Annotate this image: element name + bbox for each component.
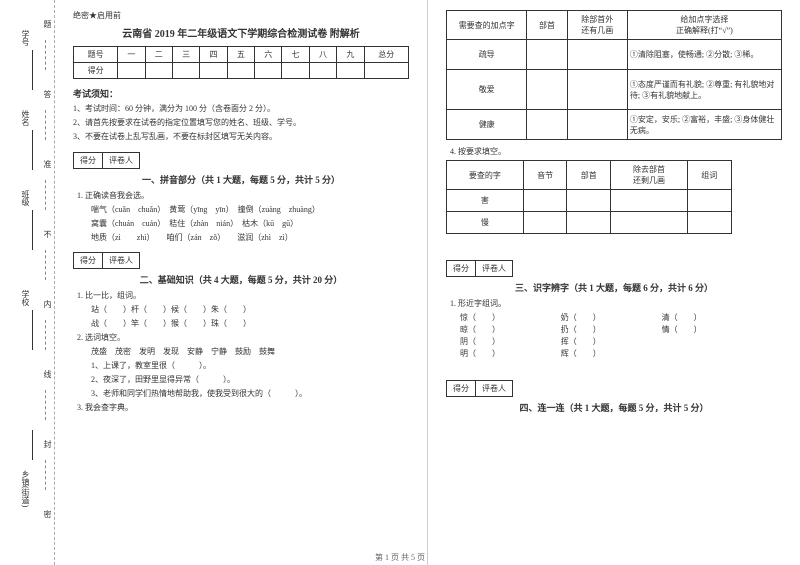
notice-item: 3、不要在试卷上乱写乱画，不要在标封区填写无关内容。 — [73, 131, 409, 142]
fill-item: 1、上课了，教室里很（ ）。 — [73, 360, 409, 372]
seal-marker: 答 — [42, 90, 53, 98]
question: 1. 正确读音我会选。 — [73, 190, 409, 202]
notice-title: 考试须知： — [73, 87, 409, 100]
pinyin-line: 地质（zì zhì） 咱们（zán zǒ） 滋润（zhì zì） — [73, 232, 409, 244]
notice-item: 2、请首先按要求在试卷的指定位置填写您的姓名、班级、学号。 — [73, 117, 409, 128]
seal-marker: 密 — [42, 510, 53, 518]
seal-marker: 准 — [42, 160, 53, 168]
gutter-label: 姓名 — [20, 110, 31, 126]
fill-item: 3、老师和同学们热情地帮助我，使我受到很大的（ ）。 — [73, 388, 409, 400]
left-column: 绝密★启用前 云南省 2019 年二年级语文下学期综合检测试卷 附解析 题号 一… — [55, 0, 428, 565]
page-footer: 第 1 页 共 5 页 — [0, 552, 800, 563]
question: 2. 选词填空。 — [73, 332, 409, 344]
gutter-line — [32, 210, 33, 250]
binding-gutter: 学号 姓名 班级 学校 乡镇(街道) 题 答 准 不 内 线 封 密 — [0, 0, 55, 565]
exam-page: 学号 姓名 班级 学校 乡镇(街道) 题 答 准 不 内 线 封 密 绝密★启用… — [0, 0, 800, 565]
near-char-table: 惊（ ）奶（ ）清（ ） 晾（ ）扔（ ）情（ ） 阴（ ）挥（ ） 明（ ）辉… — [456, 312, 758, 360]
score-row-label: 得分 — [74, 63, 118, 79]
question: 1. 形近字组词。 — [446, 298, 782, 310]
section-title: 二、基础知识（共 4 大题，每题 5 分，共计 20 分） — [73, 273, 409, 286]
seal-marker: 内 — [42, 300, 53, 308]
section-title: 三、识字辨字（共 1 大题，每题 6 分，共计 6 分） — [446, 281, 782, 294]
pinyin-line: 窝囊（chuán cuán） 秸住（zhàn nián） 枯木（kū gū） — [73, 218, 409, 230]
scorebox: 得分 评卷人 — [446, 260, 513, 277]
scorebox-cell: 得分 — [74, 153, 103, 168]
exam-title: 云南省 2019 年二年级语文下学期综合检测试卷 附解析 — [73, 25, 409, 40]
gutter-label: 学校 — [20, 290, 31, 306]
question: 1. 比一比，组词。 — [73, 290, 409, 302]
lookup-table: 要查的字 音节 部首 除去部首 还剩几画 组词 害 慢 — [446, 160, 732, 234]
scorebox: 得分 评卷人 — [73, 252, 140, 269]
score-header-table: 题号 一 二 三 四 五 六 七 八 九 总分 得分 — [73, 46, 409, 79]
gutter-line — [32, 130, 33, 170]
seal-marker: 线 — [42, 370, 53, 378]
seal-marker: 不 — [42, 230, 53, 238]
scorebox-cell: 评卷人 — [103, 153, 139, 168]
section-title: 四、连一连（共 1 大题，每题 5 分，共计 5 分） — [446, 401, 782, 414]
right-column: 需要查的加点字 部首 除部首外 还有几画 给加点字选择 正确解释(打“√”) 疏… — [428, 0, 800, 565]
question: 3. 我会查字典。 — [73, 402, 409, 414]
section-title: 一、拼音部分（共 1 大题，每题 5 分，共计 5 分） — [73, 173, 409, 186]
notice-item: 1、考试时间：60 分钟，满分为 100 分（含卷面分 2 分）。 — [73, 103, 409, 114]
word-pair: 站（ ）杆（ ）候（ ）朱（ ） — [73, 304, 409, 316]
gutter-label: 乡镇(街道) — [20, 470, 31, 507]
secret-label: 绝密★启用前 — [73, 10, 409, 21]
gutter-label: 学号 — [20, 30, 31, 46]
gutter-line — [32, 50, 33, 90]
gutter-label: 班级 — [20, 190, 31, 206]
th: 题号 — [74, 47, 118, 63]
word-pair: 战（ ）竿（ ）猴（ ）珠（ ） — [73, 318, 409, 330]
gutter-line — [32, 430, 33, 460]
seal-marker: 题 — [42, 20, 53, 28]
seal-marker: 封 — [42, 440, 53, 448]
scorebox: 得分 评卷人 — [446, 380, 513, 397]
fill-item: 2、夜深了，田野里显得异常（ ）。 — [73, 374, 409, 386]
question: 4. 按要求填空。 — [446, 146, 782, 158]
pinyin-line: 喘气（cuǎn chuǎn） 黄莺（yīng yīn） 撞倒（zuàng zhu… — [73, 204, 409, 216]
word-bank: 茂盛 茂密 发明 发现 安静 宁静 鼓励 鼓舞 — [73, 346, 409, 358]
gutter-line — [32, 310, 33, 350]
dictionary-table: 需要查的加点字 部首 除部首外 还有几画 给加点字选择 正确解释(打“√”) 疏… — [446, 10, 782, 140]
scorebox: 得分 评卷人 — [73, 152, 140, 169]
